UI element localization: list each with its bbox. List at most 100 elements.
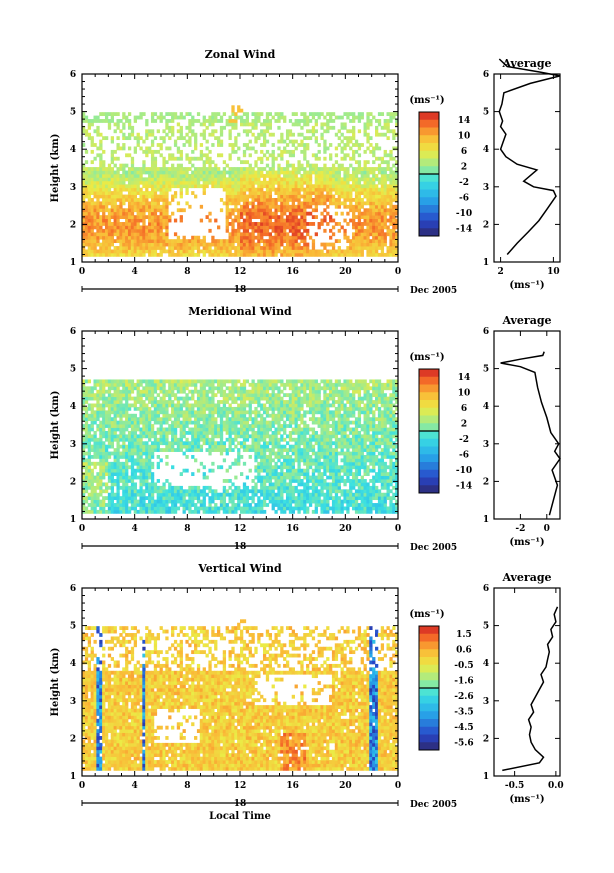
- zonal-wind-y-label: Height (km): [50, 134, 61, 203]
- colorbar-segment: [419, 446, 439, 455]
- vertical-wind-colorbar-unit: (ms⁻¹): [409, 609, 444, 620]
- zonal-wind-colorbar-tick: 6: [461, 147, 467, 157]
- meridional-wind-date-label: Dec 2005: [410, 543, 457, 553]
- meridional-wind-profile-y-tick: 1: [483, 515, 489, 525]
- meridional-wind-profile-frame: [493, 330, 561, 520]
- colorbar-segment: [419, 174, 439, 183]
- zonal-wind-profile-x-tick: 2: [497, 267, 503, 277]
- colorbar-segment: [419, 166, 439, 175]
- meridional-wind-x-tick: 16: [286, 524, 299, 534]
- meridional-wind-y-tick: 4: [70, 402, 76, 412]
- meridional-wind-profile-title: Average: [501, 314, 551, 327]
- meridional-wind-x-tick: 12: [234, 524, 247, 534]
- vertical-wind-profile-x-label: (ms⁻¹): [509, 794, 544, 805]
- meridional-wind-profile-x-label: (ms⁻¹): [509, 537, 544, 548]
- colorbar-segment: [419, 657, 439, 666]
- colorbar-segment: [419, 641, 439, 650]
- colorbar-segment: [419, 688, 439, 697]
- zonal-wind-colorbar-tick: -6: [459, 193, 469, 203]
- zonal-wind-profile-y-tick: 4: [483, 145, 489, 155]
- meridional-wind-colorbar-tick: -2: [459, 435, 469, 445]
- colorbar-segment: [419, 135, 439, 144]
- vertical-wind-colorbar-tick: -0.5: [454, 661, 473, 671]
- colorbar-segment: [419, 181, 439, 190]
- vertical-wind-profile-title: Average: [501, 571, 551, 584]
- vertical-wind-y-tick: 4: [70, 659, 76, 669]
- colorbar-segment: [419, 462, 439, 471]
- meridional-wind-x-tick: 20: [339, 524, 352, 534]
- meridional-wind-colorbar-tick: -10: [456, 466, 472, 476]
- vertical-wind-x-label: Local Time: [209, 811, 271, 822]
- vertical-wind-title: Vertical Wind: [197, 562, 282, 575]
- vertical-wind-y-tick: 2: [70, 734, 76, 744]
- meridional-wind-x-tick: 0: [79, 524, 85, 534]
- colorbar-segment: [419, 112, 439, 121]
- meridional-wind-colorbar-tick: 14: [458, 373, 471, 383]
- meridional-wind-x-tick: 8: [184, 524, 190, 534]
- vertical-wind-profile-line: [502, 606, 559, 772]
- vertical-wind-colorbar-tick: -1.6: [454, 676, 473, 686]
- zonal-wind-profile-y-tick: 3: [483, 183, 489, 193]
- vertical-wind-colorbar-tick: 0.6: [456, 645, 472, 655]
- colorbar-segment: [419, 205, 439, 214]
- colorbar-segment: [419, 212, 439, 221]
- zonal-wind-profile-title: Average: [501, 57, 551, 70]
- colorbar-segment: [419, 150, 439, 159]
- meridional-wind-profile-y-tick: 5: [483, 365, 489, 375]
- zonal-wind-x-tick: 4: [132, 267, 138, 277]
- meridional-wind-y-tick: 1: [70, 515, 76, 525]
- meridional-wind-profile-x-tick: 0: [544, 524, 550, 534]
- vertical-wind-x-tick: 16: [286, 781, 299, 791]
- zonal-wind-profile-y-tick: 2: [483, 220, 489, 230]
- vertical-wind-profile-frame: [493, 587, 561, 777]
- zonal-wind-x-tick: 16: [286, 267, 299, 277]
- vertical-wind-heatmap-cells: [82, 619, 399, 771]
- vertical-wind-profile-y-tick: 1: [483, 772, 489, 782]
- vertical-wind-y-tick: 1: [70, 772, 76, 782]
- vertical-wind-x-tick: 12: [234, 781, 247, 791]
- colorbar-segment: [419, 695, 439, 704]
- vertical-wind-profile-y-tick: 6: [483, 584, 489, 594]
- zonal-wind-x-tick: 12: [234, 267, 247, 277]
- zonal-wind-colorbar-tick: -2: [459, 178, 469, 188]
- meridional-wind-profile-x-tick: -2: [515, 524, 525, 534]
- colorbar-segment: [419, 633, 439, 642]
- colorbar-segment: [419, 719, 439, 728]
- zonal-wind-day-label: 18: [234, 285, 247, 295]
- meridional-wind-colorbar-tick: 10: [458, 388, 471, 398]
- vertical-wind-profile-y-tick: 5: [483, 622, 489, 632]
- colorbar-segment: [419, 672, 439, 681]
- colorbar-segment: [419, 680, 439, 689]
- meridional-wind-y-tick: 5: [70, 365, 76, 375]
- zonal-wind-date-label: Dec 2005: [410, 286, 457, 296]
- vertical-wind-y-label: Height (km): [50, 648, 61, 717]
- meridional-wind-day-label: 18: [234, 542, 247, 552]
- vertical-wind-colorbar-tick: -3.5: [454, 707, 473, 717]
- meridional-wind-colorbar-tick: -6: [459, 450, 469, 460]
- zonal-wind-profile-y-tick: 6: [483, 70, 489, 80]
- colorbar-segment: [419, 664, 439, 673]
- colorbar-segment: [419, 477, 439, 486]
- vertical-wind-colorbar-tick: 1.5: [456, 630, 472, 640]
- vertical-wind-x-tick: 8: [184, 781, 190, 791]
- vertical-wind-y-tick: 6: [70, 584, 76, 594]
- meridional-wind-title: Meridional Wind: [188, 305, 292, 318]
- meridional-wind-profile-y-tick: 6: [483, 327, 489, 337]
- vertical-wind-x-tick: 0: [79, 781, 85, 791]
- colorbar-segment: [419, 726, 439, 735]
- colorbar-segment: [419, 197, 439, 206]
- colorbar-segment: [419, 626, 439, 635]
- vertical-wind-y-tick: 3: [70, 697, 76, 707]
- vertical-wind-profile-x-tick: -0.5: [505, 781, 524, 791]
- zonal-wind-colorbar-tick: 14: [458, 116, 471, 126]
- meridional-wind-y-tick: 6: [70, 327, 76, 337]
- meridional-wind-profile-y-tick: 4: [483, 402, 489, 412]
- zonal-wind-x-tick: 8: [184, 267, 190, 277]
- meridional-wind-colorbar-tick: 6: [461, 404, 467, 414]
- zonal-wind-colorbar-tick: 2: [461, 162, 467, 172]
- colorbar-segment: [419, 431, 439, 440]
- vertical-wind-colorbar-tick: -5.6: [454, 738, 473, 748]
